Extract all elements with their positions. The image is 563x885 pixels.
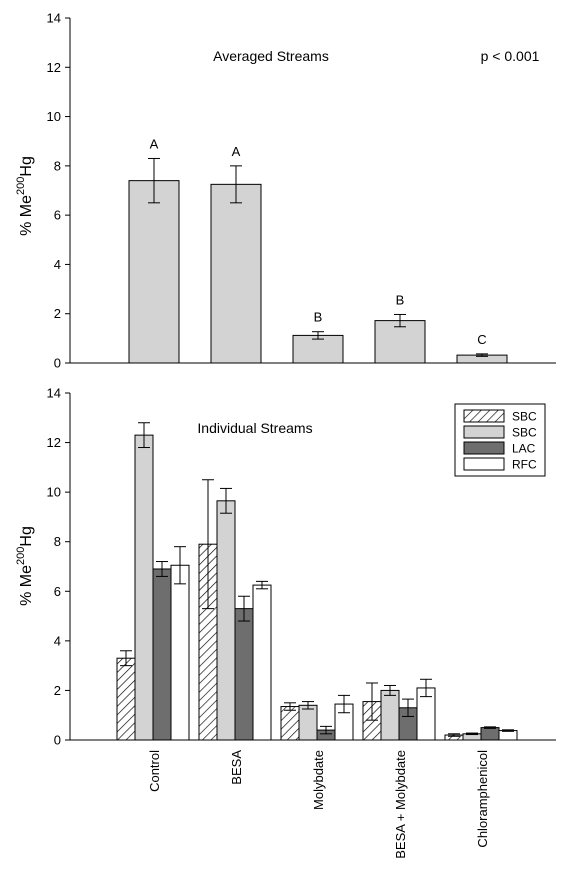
significance-letter: A (232, 144, 241, 159)
legend: SBC SBC LAC RFC (454, 403, 546, 477)
category-label: BESA (229, 750, 244, 785)
top-y-tick-label: 4 (54, 257, 61, 272)
bar (210, 183, 262, 364)
legend-swatch (463, 441, 505, 455)
category-label: Molybdate (311, 750, 326, 810)
category-label: Control (147, 750, 162, 792)
bar-sbc (134, 434, 154, 741)
top-y-axis-title: % Me200Hg (15, 156, 35, 236)
top-y-tick-label: 14 (47, 11, 61, 26)
bar (292, 334, 344, 364)
legend-label: SBC (512, 426, 537, 440)
individual-streams-title: Individual Streams (197, 420, 312, 436)
legend-label: RFC (512, 458, 537, 472)
bottom-y-axis-title: % Me200Hg (15, 526, 35, 606)
legend-swatch (463, 457, 505, 471)
top-y-tick-label: 12 (47, 60, 61, 75)
bottom-y-tick-label: 10 (47, 485, 61, 500)
top-y-tick-label: 8 (54, 158, 61, 173)
legend-swatch (463, 409, 505, 423)
bar-rfc (498, 730, 518, 741)
bar-sbc (380, 689, 400, 741)
legend-swatch (463, 425, 505, 439)
bar (128, 180, 180, 364)
category-label: Chloramphenicol (475, 750, 490, 848)
significance-letter: A (150, 136, 159, 151)
bottom-y-tick-label: 4 (54, 633, 61, 648)
significance-letter: B (314, 310, 323, 325)
bar-sbc (280, 706, 300, 741)
category-label: BESA + Molybdate (393, 750, 408, 859)
bottom-y-tick-label: 12 (47, 435, 61, 450)
bar-sbc (116, 657, 136, 741)
bar-rfc (252, 584, 272, 741)
bottom-y-tick-label: 2 (54, 683, 61, 698)
top-y-tick-label: 2 (54, 306, 61, 321)
top-y-tick-label: 6 (54, 208, 61, 223)
bottom-y-tick-label: 6 (54, 584, 61, 599)
bottom-y-tick-label: 14 (47, 386, 61, 401)
averaged-streams-title: Averaged Streams (213, 48, 329, 64)
bottom-y-tick-label: 0 (54, 733, 61, 748)
bar-lac (480, 727, 500, 741)
bar-lac (234, 608, 254, 741)
averaged-streams-panel: Averaged Streams p < 0.001 % Me200Hg 0 2 4… (15, 11, 556, 371)
top-y-tick-label: 10 (47, 109, 61, 124)
significance-letter: B (396, 292, 405, 307)
p-value-annotation: p < 0.001 (481, 48, 540, 64)
bar-sbc (298, 704, 318, 741)
bottom-y-tick-label: 8 (54, 534, 61, 549)
top-y-tick-label: 0 (54, 356, 61, 371)
bar (374, 320, 426, 364)
legend-label: LAC (512, 442, 536, 456)
individual-streams-panel: Individual Streams % Me200Hg SBC SBC LAC RF… (15, 386, 556, 748)
bar-rfc (170, 564, 190, 741)
bar-sbc (216, 500, 236, 741)
significance-letter: C (477, 332, 486, 347)
legend-label: SBC (512, 410, 537, 424)
bar-lac (152, 568, 172, 741)
